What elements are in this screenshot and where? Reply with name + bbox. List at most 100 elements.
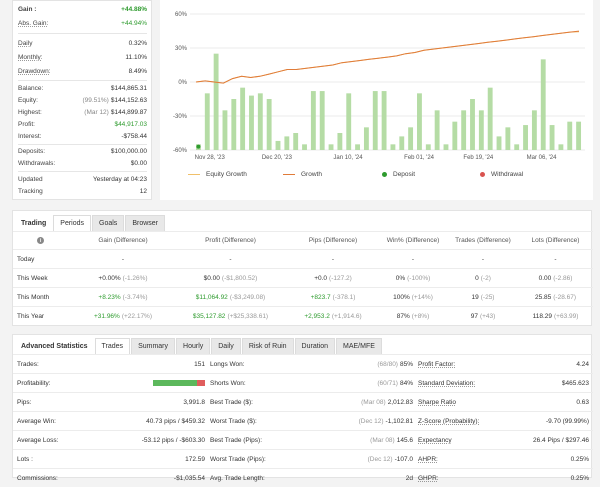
legend-deposit[interactable]: Deposit — [382, 171, 415, 178]
chart-bar — [372, 91, 378, 150]
highest-label: Highest: — [18, 109, 42, 116]
legend-withdrawal[interactable]: Withdrawal — [480, 171, 523, 178]
monthly-label[interactable]: Monthly: — [18, 54, 43, 61]
tab-summary[interactable]: Summary — [131, 338, 176, 354]
legend-label: Growth — [301, 171, 322, 178]
tab-duration[interactable]: Duration — [294, 338, 336, 354]
tab-browser[interactable]: Browser — [125, 215, 165, 231]
cell-value: +8.23% — [98, 293, 121, 301]
stats-row: Average Win: 40.73 pips / $459.32 Worst Tr… — [13, 411, 593, 430]
chart-bar — [514, 144, 520, 150]
stat-value: 0.63 — [576, 398, 589, 406]
equity-percent: (99.51%) — [82, 97, 109, 104]
x-tick-label: Nov 28, '23 — [195, 155, 226, 161]
periods-panel: Trading Periods Goals Browser i Gain (Di… — [12, 210, 593, 326]
cell-value: - — [411, 255, 415, 263]
daily-value: 0.32% — [128, 40, 147, 47]
stats-row: Lots : 172.59 Worst Trade (Pips): (Dec 12) -… — [13, 449, 593, 468]
growth-chart[interactable]: 60% 30% 0% -30% -60% Nov 28, '23 Dec 20, '23 Ja… — [160, 0, 593, 170]
cell-pips: - — [283, 250, 383, 268]
chart-bar — [408, 127, 414, 150]
tab-mae-mfe[interactable]: MAE/MFE — [336, 338, 382, 354]
periods-table: i Gain (Difference) Profit (Difference) … — [13, 231, 593, 325]
cell-value: Today — [17, 255, 35, 263]
cell-gain: +0.00% (-1.26%) — [78, 269, 168, 287]
growth-chart-panel: 60% 30% 0% -30% -60% Nov 28, '23 Dec 20, '23 Ja… — [160, 0, 593, 200]
cell-gain: - — [78, 250, 168, 268]
divider — [18, 171, 147, 172]
stat-label[interactable]: Sharpe Ratio — [418, 398, 456, 406]
stat-label: Worst Trade (Pips): — [210, 455, 266, 463]
cell-value: $11,064.92 — [195, 293, 228, 301]
stat-label[interactable]: Profit Factor: — [418, 360, 456, 368]
cell-difference: (-1.26%) — [122, 274, 148, 282]
legend-equity-growth[interactable]: Equity Growth — [188, 171, 247, 178]
tracking-label: Tracking — [18, 188, 43, 195]
tab-hourly[interactable]: Hourly — [176, 338, 211, 354]
daily-label[interactable]: Daily — [18, 40, 33, 47]
tab-trades[interactable]: Trades — [94, 338, 131, 354]
chart-bar — [257, 93, 263, 150]
tab-advanced-statistics[interactable]: Advanced Statistics — [21, 342, 88, 350]
chart-bar — [443, 144, 449, 150]
info-icon[interactable]: i — [37, 237, 44, 244]
cell-win: 0% (-100%) — [378, 269, 448, 287]
chart-bar — [540, 59, 546, 151]
stat-label: Lots : — [17, 455, 33, 463]
cell-trades: 97 (+43) — [443, 307, 523, 325]
stat-value-text: 40.73 pips / $459.32 — [146, 417, 205, 425]
updated-row: Updated Yesterday at 04:23 — [18, 174, 147, 185]
stat-label: Pips: — [17, 398, 32, 406]
cell-difference: (-$3,249.08) — [229, 293, 266, 301]
cell-lots: 118.29 (+63.99) — [518, 307, 593, 325]
chart-bar — [355, 144, 360, 150]
chart-bar — [222, 110, 228, 150]
table-row: This Week +0.00% (-1.26%) $0.00 (-$1,800.52)… — [13, 268, 593, 287]
cell-label: This Month — [17, 288, 77, 306]
x-tick-label: Jan 10, '24 — [333, 155, 363, 161]
cell-value: This Year — [17, 312, 45, 320]
deposits-label: Deposits: — [18, 148, 46, 155]
cell-lots: 25.85 (-28.67) — [518, 288, 593, 306]
stat-label[interactable]: Standard Deviation: — [418, 379, 476, 387]
legend-dot-icon — [480, 172, 485, 177]
profitability-won — [153, 380, 198, 386]
cell-difference: (+63.99) — [554, 312, 579, 320]
drawdown-label[interactable]: Drawdown: — [18, 68, 51, 75]
cell-difference: (-378.1) — [332, 293, 356, 301]
legend-growth[interactable]: Growth — [283, 171, 322, 178]
x-tick-label: Dec 20, '23 — [262, 155, 293, 161]
stat-value-text: -107.0 — [394, 455, 413, 463]
cell-difference: (+1,914.6) — [331, 312, 362, 320]
col-profit: Profit (Difference) — [205, 237, 256, 244]
stat-value: 3,991.8 — [93, 393, 205, 411]
chart-bar — [337, 133, 343, 150]
cell-difference: (-2.86) — [553, 274, 573, 282]
tab-trading[interactable]: Trading — [21, 219, 47, 227]
stat-label[interactable]: Expectancy — [418, 436, 452, 444]
interest-row: Interest: -$758.44 — [18, 131, 147, 142]
cell-profit: - — [173, 250, 288, 268]
cell-trades: 19 (-25) — [443, 288, 523, 306]
stat-value: 26.4 Pips / $297.46 — [532, 436, 589, 444]
stats-row: Profitability: Shorts Won: (60/71) 84% Stand… — [13, 373, 593, 392]
abs-gain-label[interactable]: Abs. Gain: — [18, 20, 49, 27]
stat-label[interactable]: Z-Score (Probability): — [418, 417, 480, 425]
tab-periods[interactable]: Periods — [53, 215, 92, 231]
tab-goals[interactable]: Goals — [92, 215, 125, 231]
stat-label[interactable]: AHPR: — [418, 455, 438, 463]
cell-value: $0.00 — [203, 274, 220, 282]
stat-label: Worst Trade ($): — [210, 417, 257, 425]
cell-difference: (+43) — [479, 312, 496, 320]
stat-value: (Dec 12) -1,102.81 — [303, 412, 413, 430]
cell-value: +2,953.2 — [304, 312, 330, 320]
interest-value: -$758.44 — [121, 133, 147, 140]
cell-pips: +823.7 (-378.1) — [283, 288, 383, 306]
tab-risk-of-ruin[interactable]: Risk of Ruin — [241, 338, 294, 354]
chart-bar — [425, 144, 431, 150]
stat-sub: (Mar 08) — [370, 436, 395, 444]
tab-daily[interactable]: Daily — [211, 338, 241, 354]
table-header: i Gain (Difference) Profit (Difference) … — [13, 231, 593, 249]
divider — [18, 33, 147, 34]
chart-bar — [204, 93, 210, 150]
